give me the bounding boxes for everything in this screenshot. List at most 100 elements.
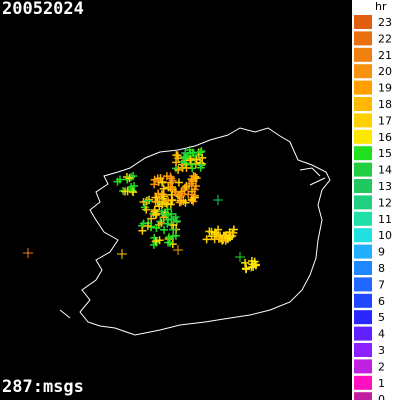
strike bbox=[142, 205, 151, 214]
strike bbox=[242, 264, 251, 273]
legend-label: 2 bbox=[378, 360, 385, 373]
strike bbox=[235, 252, 245, 262]
legend-label: 8 bbox=[378, 262, 385, 275]
coastline bbox=[59, 127, 331, 336]
strike bbox=[185, 146, 194, 155]
strike bbox=[129, 188, 138, 197]
legend-swatch bbox=[354, 261, 372, 275]
legend-swatch bbox=[354, 211, 372, 226]
strike bbox=[165, 238, 174, 247]
legend-label: 11 bbox=[378, 213, 392, 226]
strike bbox=[181, 198, 190, 207]
strike bbox=[197, 161, 206, 170]
strike bbox=[149, 240, 158, 249]
strikes bbox=[23, 146, 260, 274]
strike bbox=[171, 231, 180, 240]
strike bbox=[169, 215, 178, 224]
legend-label: 10 bbox=[378, 229, 392, 242]
legend-swatch bbox=[354, 310, 372, 325]
strike bbox=[164, 233, 173, 242]
legend-swatch bbox=[354, 375, 372, 390]
legend-label: 1 bbox=[378, 377, 385, 390]
strike bbox=[197, 147, 206, 156]
strike bbox=[159, 184, 168, 193]
legend-swatch bbox=[354, 228, 372, 243]
strike bbox=[188, 176, 197, 185]
strike bbox=[155, 236, 164, 245]
strike bbox=[187, 195, 196, 204]
strike bbox=[151, 237, 160, 246]
strike bbox=[198, 153, 207, 162]
legend-swatch bbox=[354, 47, 372, 62]
strike bbox=[163, 219, 172, 228]
strike bbox=[156, 217, 165, 226]
legend-title: hr bbox=[375, 0, 387, 13]
legend-label: 14 bbox=[378, 164, 392, 177]
strike bbox=[174, 178, 183, 187]
strike bbox=[143, 196, 152, 205]
legend-label: 3 bbox=[378, 344, 385, 357]
message-count: 287:msgs bbox=[2, 377, 84, 397]
strike bbox=[168, 183, 177, 192]
strike bbox=[213, 195, 223, 205]
strike bbox=[158, 200, 167, 209]
legend-swatch bbox=[354, 326, 372, 341]
strike bbox=[176, 191, 185, 200]
strike bbox=[216, 231, 225, 240]
legend-label: 4 bbox=[378, 328, 385, 341]
strike bbox=[212, 230, 221, 239]
legend-swatch bbox=[354, 64, 372, 79]
legend-swatch bbox=[354, 359, 372, 374]
strike bbox=[202, 235, 211, 244]
strike bbox=[147, 214, 156, 223]
legend-label: 7 bbox=[378, 278, 385, 291]
legend-label: 13 bbox=[378, 180, 392, 193]
strike bbox=[251, 261, 260, 270]
legend-swatch bbox=[354, 80, 372, 95]
strike bbox=[154, 189, 163, 198]
strike bbox=[173, 245, 183, 255]
legend-swatch bbox=[354, 293, 372, 308]
strike bbox=[181, 153, 190, 162]
strike bbox=[228, 231, 237, 240]
legend-swatch bbox=[354, 15, 372, 29]
strike bbox=[152, 224, 161, 233]
legend-swatch bbox=[354, 129, 372, 144]
strike bbox=[128, 186, 137, 195]
legend-swatch bbox=[354, 162, 372, 177]
strike bbox=[166, 200, 175, 209]
legend-label: 21 bbox=[378, 49, 392, 62]
legend-label: 20 bbox=[378, 65, 392, 78]
legend-swatch bbox=[354, 31, 372, 46]
strike bbox=[116, 175, 125, 184]
date-title: 20052024 bbox=[2, 0, 84, 19]
strike bbox=[189, 172, 198, 181]
strike bbox=[117, 249, 127, 259]
strike bbox=[187, 160, 196, 169]
legend-label: 5 bbox=[378, 311, 385, 324]
strike bbox=[159, 213, 168, 222]
legend-label: 9 bbox=[378, 246, 385, 259]
legend-label: 16 bbox=[378, 131, 392, 144]
strike bbox=[184, 190, 193, 199]
strike bbox=[196, 148, 205, 157]
legend-label: 0 bbox=[378, 393, 385, 400]
strike bbox=[174, 165, 183, 174]
strike bbox=[152, 209, 161, 218]
legend-label: 18 bbox=[378, 98, 392, 111]
strike bbox=[23, 248, 33, 258]
strike bbox=[145, 195, 154, 204]
strike bbox=[247, 257, 256, 266]
strike bbox=[210, 228, 219, 237]
strike bbox=[143, 222, 152, 231]
legend-swatch bbox=[354, 113, 372, 128]
legend-swatch bbox=[354, 146, 372, 161]
strike bbox=[163, 205, 172, 214]
legend-swatch bbox=[354, 179, 372, 193]
strike bbox=[152, 193, 161, 202]
legend-swatch bbox=[354, 277, 372, 292]
